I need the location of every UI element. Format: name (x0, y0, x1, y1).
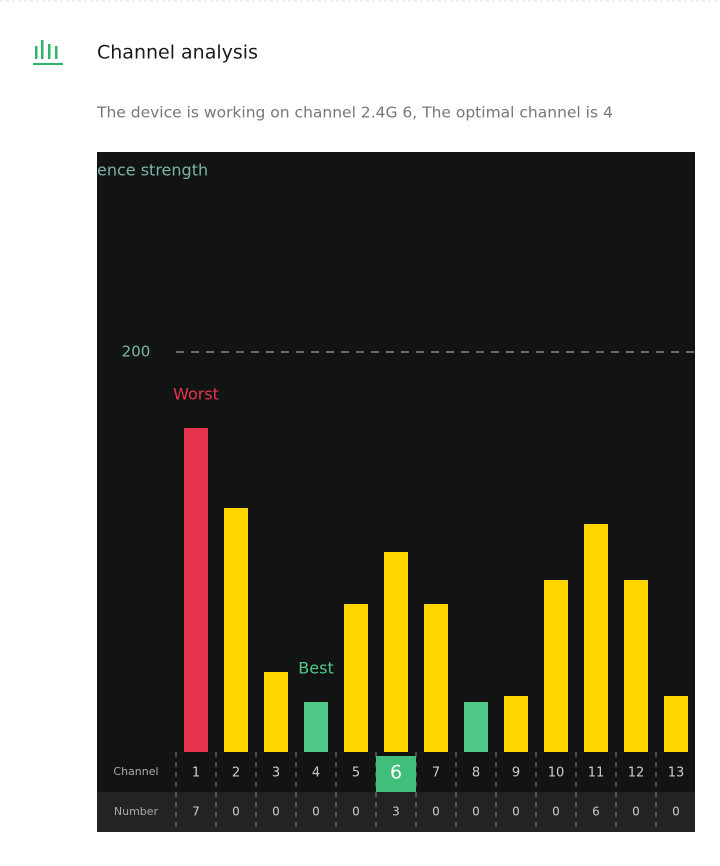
bar (544, 580, 568, 752)
selected-channel-highlight (376, 756, 416, 792)
analysis-icon (33, 40, 63, 65)
number-label: 0 (432, 805, 440, 819)
channel-label: 3 (272, 766, 280, 781)
bar (344, 604, 368, 752)
bar (184, 428, 208, 752)
channel-label: 9 (512, 766, 520, 781)
bar (384, 552, 408, 752)
number-label: 7 (192, 805, 200, 819)
bar (464, 702, 488, 752)
number-label: 0 (632, 805, 640, 819)
number-label: 0 (272, 805, 280, 819)
number-label: 6 (592, 805, 600, 819)
bar (664, 696, 688, 752)
number-label: 0 (312, 805, 320, 819)
bar (224, 508, 248, 752)
channel-label: 8 (472, 766, 480, 781)
y-axis-label: ence strength (97, 161, 208, 180)
y-tick-label: 200 (122, 343, 151, 361)
bar (424, 604, 448, 752)
bar (624, 580, 648, 752)
channel-label: 7 (432, 766, 440, 781)
channel-label: 13 (668, 766, 685, 781)
number-label: 0 (552, 805, 560, 819)
number-label: 0 (352, 805, 360, 819)
bar (504, 696, 528, 752)
bar (304, 702, 328, 752)
annotation: Worst (173, 385, 219, 404)
bar (584, 524, 608, 752)
number-label: 0 (512, 805, 520, 819)
number-label: 0 (472, 805, 480, 819)
channel-label: 12 (628, 766, 645, 781)
subtitle: The device is working on channel 2.4G 6,… (96, 104, 613, 122)
number-label: 0 (672, 805, 680, 819)
row-label: Channel (113, 765, 158, 778)
selected-channel-label: 6 (390, 762, 402, 784)
bar (264, 672, 288, 752)
channel-label: 1 (192, 766, 200, 781)
number-row-background (97, 792, 695, 832)
channel-label: 5 (352, 766, 360, 781)
channel-label: 11 (588, 766, 605, 781)
channel-label: 10 (548, 766, 565, 781)
row-label: Number (114, 805, 159, 818)
channel-label: 2 (232, 766, 240, 781)
title: Channel analysis (97, 42, 258, 64)
number-label: 0 (232, 805, 240, 819)
annotation: Best (298, 659, 333, 678)
number-label: 3 (392, 805, 400, 819)
channel-label: 4 (312, 766, 320, 781)
